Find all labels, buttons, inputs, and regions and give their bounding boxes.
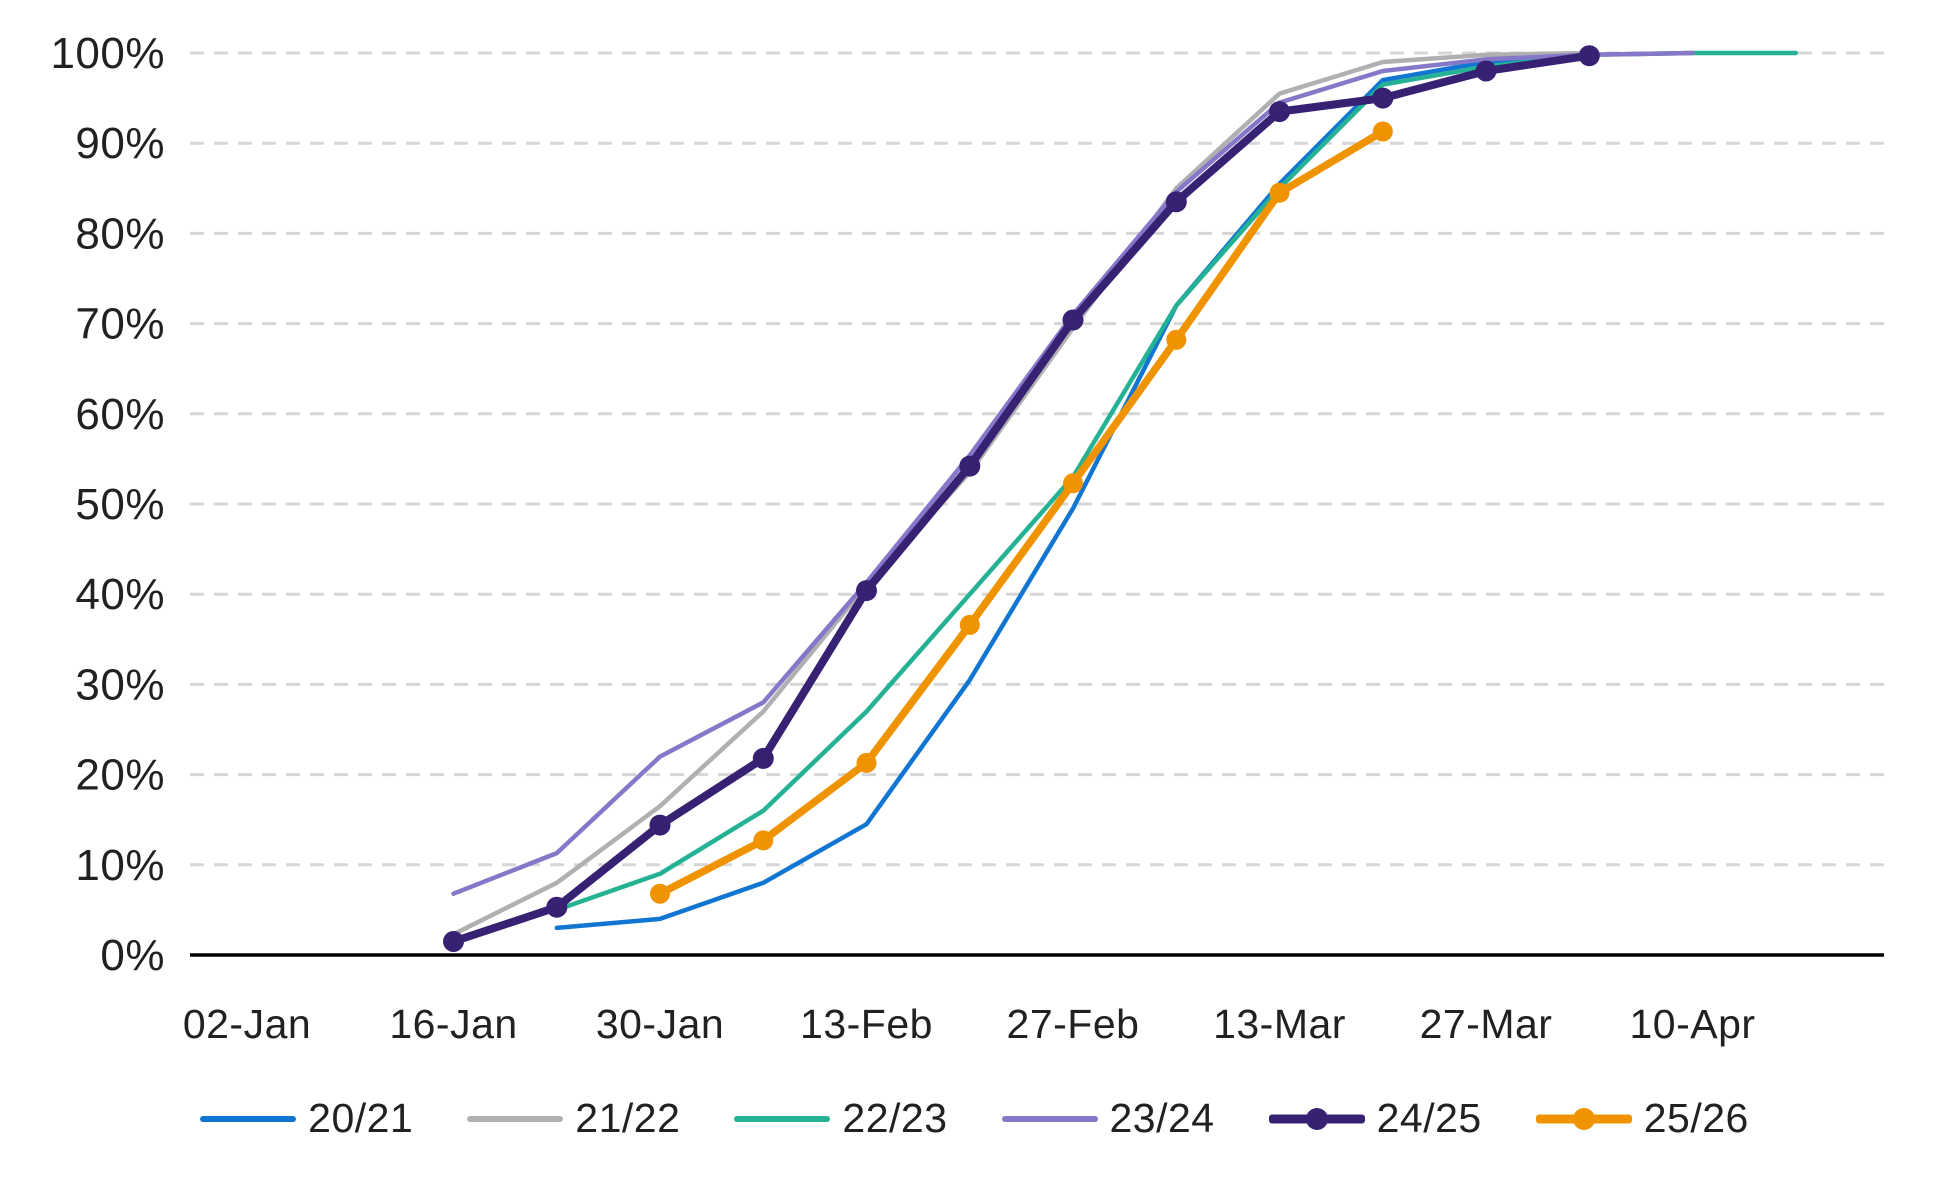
series-line-20-21 bbox=[554, 50, 1592, 931]
y-axis-label-0-: 0% bbox=[100, 931, 165, 980]
legend-swatch-24-25 bbox=[1268, 1107, 1365, 1130]
legend-swatch-22-23 bbox=[734, 1109, 831, 1129]
x-axis-label-16-jan: 16-Jan bbox=[389, 1001, 517, 1047]
legend-line-sample-22-23 bbox=[734, 1115, 831, 1122]
y-axis-label-20-: 20% bbox=[75, 751, 165, 800]
legend-line-sample-23-24 bbox=[1001, 1115, 1098, 1122]
legend-item-25-26: 25/26 bbox=[1535, 1095, 1749, 1141]
legend-item-22-23: 22/23 bbox=[734, 1098, 947, 1139]
series-line-24-25 bbox=[449, 51, 1594, 946]
legend-marker-sample-24-25 bbox=[1305, 1107, 1328, 1130]
x-axis-label-13-feb: 13-Feb bbox=[800, 1001, 933, 1047]
series-marker-25-26-27-feb bbox=[1063, 473, 1083, 494]
series-marker-24-25-06-feb bbox=[752, 747, 774, 769]
y-axis-label-80-: 80% bbox=[75, 209, 165, 258]
legend-label-22-23: 22/23 bbox=[842, 1095, 948, 1141]
series-marker-24-25-13-feb bbox=[856, 580, 877, 602]
legend-line-sample-21-22 bbox=[467, 1115, 564, 1122]
y-axis-label-50-: 50% bbox=[75, 480, 165, 529]
series-marker-24-25-30-jan bbox=[649, 814, 671, 836]
legend-item-23-24: 23/24 bbox=[1001, 1095, 1215, 1141]
x-axis-label-02-jan: 02-Jan bbox=[183, 1001, 311, 1047]
series-marker-24-25-13-mar bbox=[1269, 101, 1290, 123]
legend-label-21-22: 21/22 bbox=[575, 1095, 681, 1141]
legend-swatch-20-21 bbox=[200, 1109, 297, 1129]
series-marker-25-26-06-feb bbox=[753, 830, 774, 851]
series-marker-25-26-20-feb bbox=[959, 614, 980, 635]
legend-swatch-23-24 bbox=[1001, 1109, 1098, 1129]
legend-item-20-21: 20/21 bbox=[200, 1098, 413, 1139]
y-axis-label-30-: 30% bbox=[75, 660, 165, 709]
legend-line-sample-20-21 bbox=[200, 1115, 297, 1122]
series-marker-24-25-27-mar bbox=[1475, 60, 1497, 82]
legend-swatch-21-22 bbox=[467, 1109, 564, 1129]
x-axis-label-30-jan: 30-Jan bbox=[596, 1001, 724, 1047]
chart-legend: 20/21 21/22 22/23 23/24 24/25 25/26 bbox=[0, 1098, 1949, 1139]
legend-item-24-25: 24/25 bbox=[1268, 1095, 1482, 1141]
y-axis-label-70-: 70% bbox=[75, 300, 165, 349]
series-marker-24-25-16-jan bbox=[443, 931, 464, 952]
legend-label-20-21: 20/21 bbox=[308, 1095, 414, 1141]
legend-label-25-26: 25/26 bbox=[1643, 1095, 1749, 1141]
x-axis-label-10-apr: 10-Apr bbox=[1629, 1001, 1755, 1047]
series-marker-25-26-13-mar bbox=[1269, 182, 1290, 203]
legend-label-24-25: 24/25 bbox=[1376, 1095, 1482, 1141]
series-marker-24-25-06-mar bbox=[1165, 191, 1187, 213]
series-marker-24-25-20-mar bbox=[1372, 87, 1394, 109]
x-axis-label-27-mar: 27-Mar bbox=[1420, 1001, 1553, 1047]
series-line-22-23 bbox=[554, 50, 1799, 913]
x-axis-label-27-feb: 27-Feb bbox=[1007, 1001, 1140, 1047]
series-line-21-22 bbox=[451, 50, 1592, 937]
series-marker-24-25-20-feb bbox=[959, 455, 981, 477]
x-axis-label-13-mar: 13-Mar bbox=[1213, 1001, 1346, 1047]
legend-item-21-22: 21/22 bbox=[467, 1098, 680, 1139]
y-axis-label-40-: 40% bbox=[75, 570, 165, 619]
y-axis-label-100-: 100% bbox=[50, 29, 165, 78]
series-marker-24-25-27-feb bbox=[1062, 309, 1084, 331]
legend-marker-sample-25-26 bbox=[1572, 1107, 1595, 1130]
series-marker-24-25-23-jan bbox=[546, 896, 568, 918]
y-axis-label-10-: 10% bbox=[75, 841, 165, 890]
y-axis-label-90-: 90% bbox=[75, 119, 165, 168]
legend-label-23-24: 23/24 bbox=[1109, 1095, 1215, 1141]
series-marker-24-25-03-apr bbox=[1578, 45, 1600, 67]
y-axis-label-60-: 60% bbox=[75, 390, 165, 439]
series-marker-25-26-13-feb bbox=[856, 752, 877, 773]
series-marker-25-26-20-mar bbox=[1372, 121, 1393, 142]
series-marker-25-26-30-jan bbox=[650, 883, 670, 904]
series-line-25-26 bbox=[656, 127, 1387, 898]
series-marker-25-26-06-mar bbox=[1166, 329, 1187, 350]
legend-swatch-25-26 bbox=[1535, 1107, 1632, 1130]
